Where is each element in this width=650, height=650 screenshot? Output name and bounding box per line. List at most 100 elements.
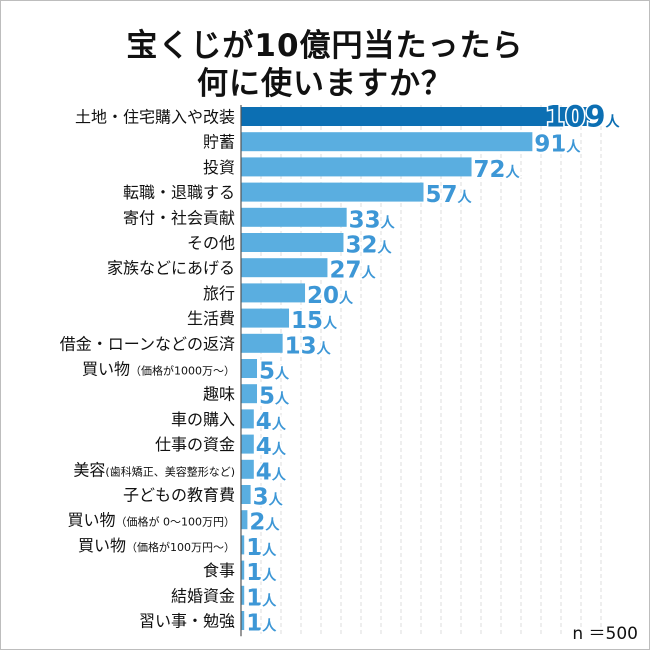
- value-unit: 人: [317, 340, 332, 357]
- category-label-sub: (歯科矯正、美容整形など): [105, 464, 235, 478]
- category-label-main: 仕事の資金: [155, 435, 235, 454]
- value-number: 91: [534, 132, 566, 158]
- value-unit: 人: [272, 441, 287, 458]
- category-label: 投資: [203, 158, 235, 177]
- value-number: 3: [253, 485, 269, 511]
- value-number: 5: [259, 359, 275, 385]
- value-unit: 人: [506, 164, 521, 181]
- category-label-main: 食事: [203, 561, 235, 580]
- value-unit: 人: [606, 114, 621, 131]
- value-number: 4: [256, 434, 272, 460]
- category-label-sub: （価格が100万円〜）: [126, 540, 235, 554]
- category-label-main: 寄付・社会貢献: [123, 208, 235, 227]
- value-number: 4: [256, 409, 272, 435]
- value-unit: 人: [377, 240, 392, 257]
- category-label: 美容(歯科矯正、美容整形など): [73, 460, 235, 479]
- value-unit: 人: [272, 416, 287, 433]
- value-label: 20人: [307, 283, 354, 309]
- value-label: 27人: [329, 258, 376, 284]
- category-label: 借金・ローンなどの返済: [60, 334, 235, 353]
- value-number: 2: [249, 510, 265, 536]
- value-label: 4人: [256, 434, 287, 460]
- bar: [241, 107, 590, 126]
- category-label-main: その他: [187, 234, 235, 253]
- bar: [241, 233, 344, 252]
- value-number: 15: [291, 308, 323, 334]
- category-label-main: 趣味: [203, 385, 235, 404]
- bar: [241, 157, 472, 177]
- bar: [241, 485, 251, 504]
- category-label-main: 生活費: [187, 309, 235, 328]
- category-label-main: 結婚資金: [171, 586, 235, 605]
- value-unit: 人: [361, 265, 376, 282]
- chart-title-line1: 宝くじが10億円当たったら: [126, 28, 524, 64]
- category-label-main: 貯蓄: [203, 133, 235, 152]
- category-label: その他: [187, 234, 235, 253]
- category-label: 土地・住宅購入や改装: [75, 108, 235, 127]
- value-number: 5: [259, 384, 275, 410]
- category-label-main: 土地・住宅購入や改装: [75, 108, 235, 127]
- value-label: 33人: [349, 207, 396, 233]
- bar: [241, 132, 533, 152]
- bar: [241, 384, 258, 404]
- category-label-main: 子どもの教育費: [123, 486, 235, 505]
- value-label: 2人: [249, 510, 280, 536]
- value-label: 32人: [345, 233, 392, 259]
- bar: [241, 359, 258, 378]
- value-number: 32: [345, 233, 377, 259]
- value-number: 33: [349, 207, 381, 233]
- category-label: 寄付・社会貢献: [123, 208, 235, 227]
- value-unit: 人: [262, 567, 277, 584]
- value-label: 1人: [246, 535, 277, 561]
- category-label-main: 美容: [73, 460, 105, 479]
- value-label: 4人: [256, 409, 287, 435]
- bar: [241, 510, 248, 530]
- value-unit: 人: [265, 517, 280, 534]
- category-label: 習い事・勉強: [139, 612, 235, 631]
- bar: [241, 560, 245, 580]
- bar: [241, 182, 424, 202]
- category-label-main: 旅行: [203, 284, 235, 303]
- value-label: 1人: [246, 611, 277, 637]
- bar: [241, 535, 245, 555]
- value-unit: 人: [275, 391, 290, 408]
- category-label: 家族などにあげる: [107, 259, 235, 278]
- category-label-main: 投資: [203, 158, 235, 177]
- chart-title-line2: 何に使いますか？: [197, 66, 453, 102]
- category-label-main: 車の購入: [171, 410, 235, 429]
- value-unit: 人: [262, 542, 277, 559]
- value-label: 5人: [259, 359, 290, 385]
- category-label-main: 買い物: [78, 536, 126, 555]
- value-label: 4人: [256, 459, 287, 485]
- bar: [241, 207, 347, 227]
- value-unit: 人: [566, 139, 581, 156]
- value-label: 91人: [534, 132, 581, 158]
- value-unit: 人: [381, 214, 396, 231]
- bar: [241, 308, 290, 328]
- bar: [241, 333, 283, 353]
- category-label: 趣味: [203, 385, 235, 404]
- category-label: 転職・退職する: [123, 183, 235, 202]
- value-number: 1: [246, 611, 262, 637]
- bar: [241, 283, 306, 303]
- category-label: 結婚資金: [171, 586, 235, 605]
- value-label: 1人: [246, 560, 277, 586]
- category-label: 買い物（価格が 0〜100万円）: [67, 511, 235, 530]
- value-label: 5人: [259, 384, 290, 410]
- category-label-main: 買い物: [82, 360, 130, 379]
- category-label: 仕事の資金: [155, 435, 235, 454]
- bar: [241, 585, 245, 605]
- value-unit: 人: [269, 492, 284, 509]
- value-unit: 人: [339, 290, 354, 307]
- category-label: 旅行: [203, 284, 235, 303]
- value-unit: 人: [275, 366, 290, 383]
- value-unit: 人: [458, 189, 473, 206]
- category-label-main: 家族などにあげる: [107, 259, 235, 278]
- value-number: 72: [474, 157, 506, 183]
- value-label: 72人: [474, 157, 521, 183]
- value-number: 1: [246, 585, 262, 611]
- value-number: 109: [545, 100, 606, 134]
- value-label: 109人: [545, 100, 621, 134]
- value-unit: 人: [323, 315, 338, 332]
